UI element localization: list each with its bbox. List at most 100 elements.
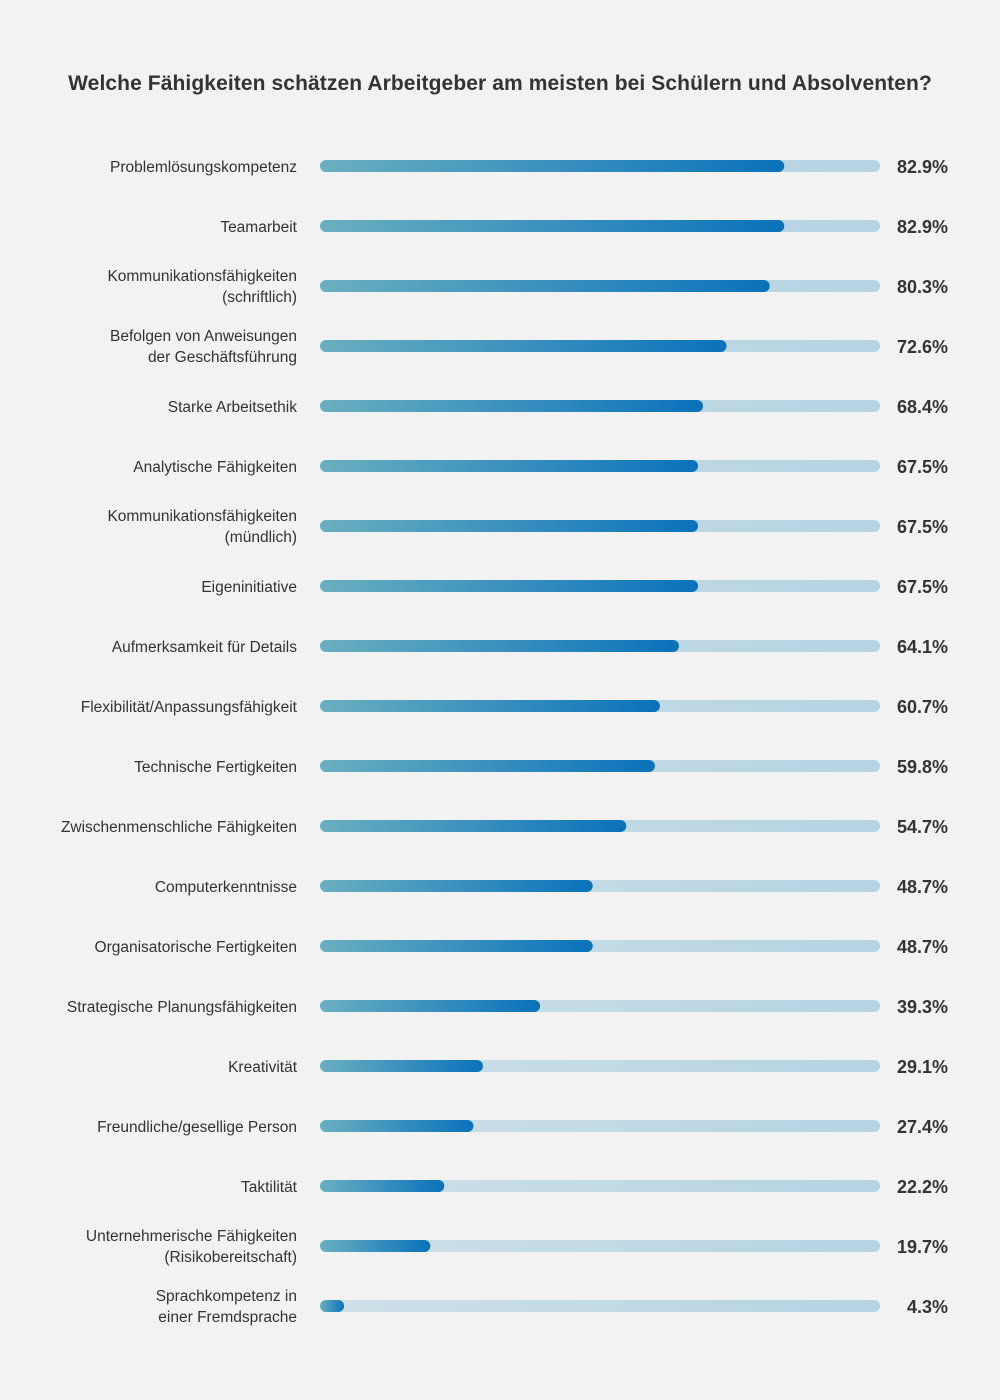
category-label: Strategische Planungsfähigkeiten [67,999,297,1016]
category-label-line: Sprachkompetenz in [156,1288,297,1305]
category-label: Kreativität [228,1059,298,1076]
value-label: 48.7% [897,877,948,897]
value-label: 59.8% [897,757,948,777]
category-label: Kommunikationsfähigkeiten (mündlich) [107,508,297,546]
bar [320,280,770,292]
category-label-line: Starke Arbeitsethik [168,399,297,416]
bar [320,340,727,352]
category-label-line: Zwischenmenschliche Fähigkeiten [61,819,297,836]
category-label-line: Problemlösungskompetenz [110,159,297,176]
bar-track [320,1240,880,1252]
value-label: 19.7% [897,1237,948,1257]
bar [320,400,704,412]
bar [320,1300,345,1312]
bar [320,1120,474,1132]
category-label: Zwischenmenschliche Fähigkeiten [61,819,297,836]
value-label: 39.3% [897,997,948,1017]
bar [320,1180,445,1192]
bar-row: Freundliche/gesellige Person 27.4% [97,1117,948,1137]
category-label-line: (mündlich) [225,529,297,546]
bar [320,760,655,772]
value-label: 4.3% [907,1297,948,1317]
category-label-line: Technische Fertigkeiten [134,759,297,776]
category-label: Befolgen von Anweisungen der Geschäftsfüh… [110,328,297,366]
bar-row: Problemlösungskompetenz 82.9% [110,157,948,177]
category-label: Aufmerksamkeit für Details [112,639,297,656]
category-label: Freundliche/gesellige Person [97,1119,297,1136]
category-label: Unternehmerische Fähigkeiten (Risikoberei… [86,1228,297,1266]
category-label: Organisatorische Fertigkeiten [95,939,297,956]
bar-row: Technische Fertigkeiten 59.8% [134,757,948,777]
category-label-line: Teamarbeit [220,219,297,236]
bar-row: Eigeninitiative 67.5% [201,577,948,597]
bar [320,1240,431,1252]
category-label-line: Kreativität [228,1059,298,1076]
category-label-line: einer Fremdsprache [158,1309,297,1326]
bar-row: Strategische Planungsfähigkeiten 39.3% [67,997,948,1017]
category-label: Taktilität [241,1179,298,1196]
category-label: Flexibilität/Anpassungsfähigkeit [81,699,298,716]
value-label: 27.4% [897,1117,948,1137]
value-label: 67.5% [897,457,948,477]
bar [320,520,698,532]
bar-row: Zwischenmenschliche Fähigkeiten 54.7% [61,817,948,837]
value-label: 82.9% [897,217,948,237]
value-label: 67.5% [897,517,948,537]
chart-title: Welche Fähigkeiten schätzen Arbeitgeber … [68,72,932,95]
category-label-line: Organisatorische Fertigkeiten [95,939,297,956]
value-label: 67.5% [897,577,948,597]
value-label: 64.1% [897,637,948,657]
bar-track [320,1300,880,1312]
bar-row: Unternehmerische Fähigkeiten (Risikoberei… [86,1228,948,1266]
category-label: Teamarbeit [220,219,297,236]
bar [320,220,785,232]
category-label: Technische Fertigkeiten [134,759,297,776]
category-label-line: (Risikobereitschaft) [164,1249,297,1266]
category-label-line: Kommunikationsfähigkeiten [107,508,297,525]
bar [320,880,593,892]
value-label: 29.1% [897,1057,948,1077]
category-label: Eigeninitiative [201,579,297,596]
category-label-line: Strategische Planungsfähigkeiten [67,999,297,1016]
value-label: 68.4% [897,397,948,417]
category-label-line: Eigeninitiative [201,579,297,596]
category-label-line: Unternehmerische Fähigkeiten [86,1228,297,1245]
value-label: 80.3% [897,277,948,297]
bar [320,1060,483,1072]
category-label-line: Befolgen von Anweisungen [110,328,297,345]
bar-track [320,1180,880,1192]
category-label-line: Flexibilität/Anpassungsfähigkeit [81,699,298,716]
bar-row: Kommunikationsfähigkeiten (schriftlich) 80… [107,268,948,306]
bar-row: Befolgen von Anweisungen der Geschäftsfüh… [110,328,948,366]
category-label-line: Computerkenntnisse [155,879,297,896]
bar-row: Sprachkompetenz in einer Fremdsprache 4.3% [156,1288,948,1326]
bar-row: Aufmerksamkeit für Details 64.1% [112,637,948,657]
bar [320,700,660,712]
category-label: Analytische Fähigkeiten [133,459,297,476]
bar [320,460,698,472]
category-label-line: Kommunikationsfähigkeiten [107,268,297,285]
bar [320,580,698,592]
bar-row: Kommunikationsfähigkeiten (mündlich) 67.5% [107,508,948,546]
category-label-line: Analytische Fähigkeiten [133,459,297,476]
bar [320,940,593,952]
bar-row: Taktilität 22.2% [241,1177,948,1197]
value-label: 60.7% [897,697,948,717]
value-label: 72.6% [897,337,948,357]
category-label-line: Aufmerksamkeit für Details [112,639,297,656]
bar [320,820,627,832]
value-label: 82.9% [897,157,948,177]
bar-row: Computerkenntnisse 48.7% [155,877,948,897]
category-label-line: Taktilität [241,1179,298,1196]
category-label-line: der Geschäftsführung [148,349,297,366]
bar [320,640,679,652]
bar-row: Starke Arbeitsethik 68.4% [168,397,948,417]
value-label: 22.2% [897,1177,948,1197]
category-label: Kommunikationsfähigkeiten (schriftlich) [107,268,297,306]
bar [320,160,785,172]
category-label: Starke Arbeitsethik [168,399,297,416]
value-label: 54.7% [897,817,948,837]
value-label: 48.7% [897,937,948,957]
category-label-line: (schriftlich) [222,289,297,306]
